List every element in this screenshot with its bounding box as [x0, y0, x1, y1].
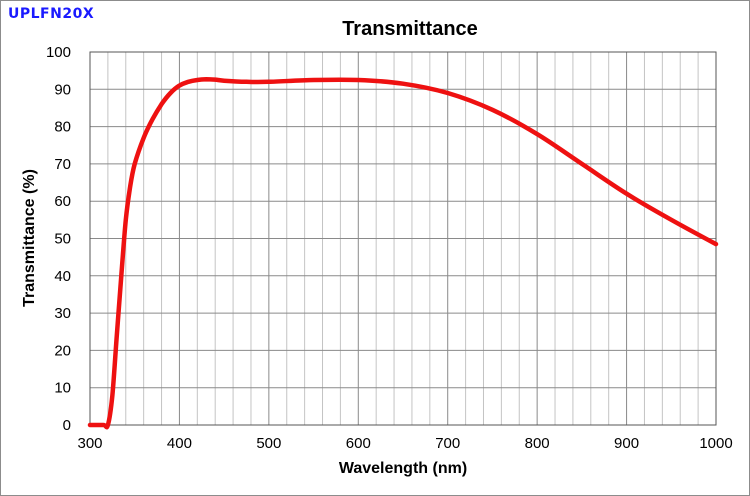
- y-tick-label: 80: [54, 119, 71, 136]
- x-tick-label: 500: [256, 435, 281, 452]
- x-tick-label: 600: [346, 435, 371, 452]
- y-tick-label: 20: [54, 342, 71, 359]
- y-tick-label: 0: [63, 417, 71, 434]
- grid: [90, 52, 716, 425]
- y-tick-label: 70: [54, 156, 71, 173]
- y-tick-label: 30: [54, 305, 71, 322]
- chart-title: Transmittance: [342, 18, 478, 40]
- x-tick-label: 300: [77, 435, 102, 452]
- transmittance-curve: [87, 76, 719, 430]
- x-tick-label: 400: [167, 435, 192, 452]
- y-tick-label: 10: [54, 380, 71, 397]
- x-tick-labels: 300 400 500 600 700 800 900 1000: [77, 435, 732, 452]
- x-tick-label: 700: [435, 435, 460, 452]
- x-tick-label: 1000: [699, 435, 732, 452]
- x-axis-label: Wavelength (nm): [339, 460, 467, 477]
- x-tick-label: 900: [614, 435, 639, 452]
- y-tick-label: 100: [46, 44, 71, 61]
- y-tick-label: 90: [54, 81, 71, 98]
- y-tick-label: 40: [54, 268, 71, 285]
- plot-area-border: [89, 51, 717, 426]
- y-tick-label: 50: [54, 231, 71, 248]
- y-axis-label: Transmittance (%): [21, 169, 38, 307]
- x-tick-label: 800: [525, 435, 550, 452]
- objective-model-label: UPLFN20X: [8, 6, 95, 22]
- y-tick-labels: 0 10 20 30 40 50 60 70 80 90 100: [46, 44, 71, 434]
- y-tick-label: 60: [54, 193, 71, 210]
